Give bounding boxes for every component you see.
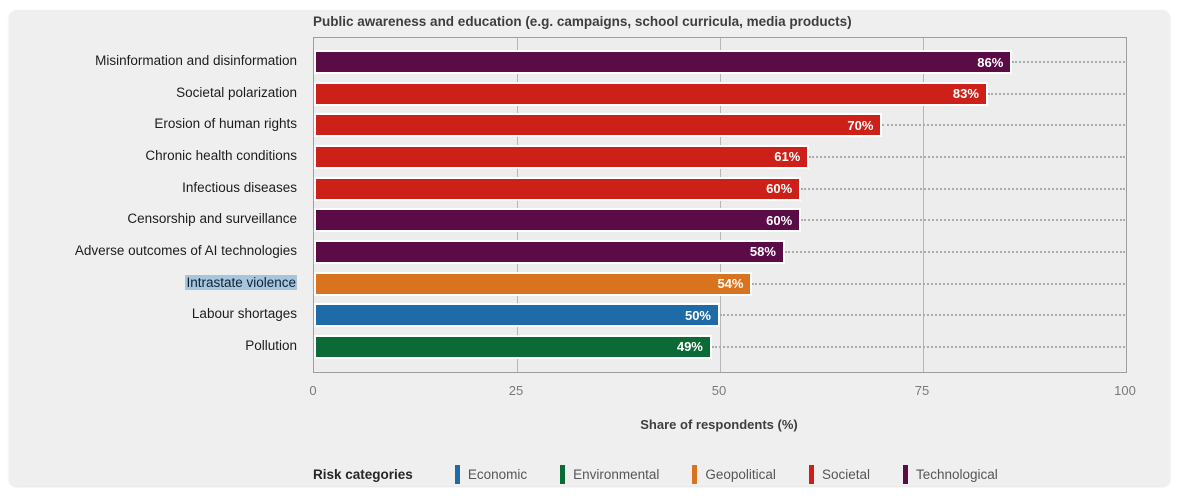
bar-societal: 83%: [314, 81, 988, 106]
bar-societal: 60%: [314, 176, 802, 201]
x-tick-label-75: 75: [914, 383, 930, 398]
x-axis-ticks: 0 25 50 75 100: [309, 383, 1135, 399]
legend-color-marker: [902, 464, 908, 484]
bar-row: 60%: [314, 208, 1126, 233]
gridline-25: [517, 38, 518, 372]
bar-societal: 70%: [314, 113, 883, 138]
bar-value-label: 61%: [774, 149, 801, 165]
bar-row: 58%: [314, 239, 1126, 264]
bar-row: 60%: [314, 176, 1126, 201]
x-tick-label-100: 100: [1114, 383, 1136, 398]
dotted-leader-line: [1012, 61, 1125, 63]
bar-value-label: 50%: [684, 307, 711, 323]
bar-row: 50%: [314, 303, 1126, 328]
category-label: Intrastate violence: [9, 271, 306, 295]
x-tick-label-25: 25: [508, 383, 524, 398]
dotted-leader-line: [711, 345, 1125, 348]
legend-color-marker: [808, 464, 814, 484]
category-label: Societal polarization: [176, 84, 297, 100]
legend-color-marker: [454, 464, 460, 484]
dotted-leader-line: [809, 155, 1125, 158]
dotted-leader-line: [752, 282, 1125, 285]
gridline-75: [923, 38, 924, 372]
bar-economic: 50%: [314, 303, 720, 328]
plot-area: 86% 83% 70% 61% 60% 60% 58% 54% 50% 49%: [313, 37, 1127, 373]
bar-value-label: 70%: [847, 117, 874, 133]
bar-row: 86%: [314, 50, 1126, 74]
bar-row: 70%: [314, 113, 1126, 138]
bar-value-label: 60%: [766, 181, 793, 197]
category-label: Chronic health conditions: [145, 147, 297, 163]
bar-value-label: 60%: [766, 212, 793, 228]
legend-label: Economic: [467, 466, 528, 482]
category-label: Censorship and surveillance: [127, 211, 297, 227]
category-label: Misinformation and disinformation: [95, 53, 297, 68]
dotted-leader-line: [882, 124, 1125, 127]
bar-technological: 58%: [314, 239, 785, 264]
chart-panel: Public awareness and education (e.g. cam…: [9, 10, 1170, 486]
legend-title: Risk categories: [313, 466, 413, 482]
dotted-leader-line: [784, 250, 1125, 253]
legend: Risk categories Economic Environmental Geo…: [313, 463, 998, 485]
bar-row: 49%: [314, 334, 1126, 359]
category-label: Labour shortages: [191, 306, 297, 322]
legend-item-technological: Technological: [902, 464, 998, 484]
bar-row: 54%: [314, 271, 1126, 296]
legend-label: Technological: [915, 466, 998, 482]
legend-color-marker: [692, 464, 698, 484]
bar-geopolitical: 54%: [314, 271, 753, 296]
legend-label: Environmental: [573, 466, 660, 482]
x-tick-label-50: 50: [711, 383, 727, 398]
dotted-leader-line: [720, 314, 1125, 317]
bar-row: 61%: [314, 144, 1126, 169]
legend-label: Geopolitical: [705, 466, 776, 482]
chart-title: Public awareness and education (e.g. cam…: [313, 14, 852, 29]
category-label: Pollution: [245, 337, 297, 353]
legend-item-geopolitical: Geopolitical: [692, 464, 776, 484]
x-axis-title: Share of respondents (%): [640, 417, 798, 432]
legend-item-societal: Societal: [808, 464, 870, 484]
x-tick-label-0: 0: [309, 383, 317, 398]
legend-item-economic: Economic: [454, 464, 528, 484]
bar-row: 83%: [314, 81, 1126, 106]
bar-rows: 86% 83% 70% 61% 60% 60% 58% 54% 50% 49%: [314, 38, 1126, 372]
selected-text-highlight: Intrastate violence: [185, 274, 297, 290]
bar-environmental: 49%: [314, 334, 712, 359]
bar-value-label: 49%: [676, 339, 703, 355]
legend-item-environmental: Environmental: [560, 464, 660, 484]
legend-label: Societal: [821, 466, 870, 482]
bar-value-label: 58%: [749, 244, 776, 260]
bar-value-label: 54%: [717, 276, 744, 292]
bar-technological: 86%: [314, 50, 1013, 74]
bar-technological: 60%: [314, 208, 802, 233]
bar-value-label: 83%: [952, 86, 979, 102]
category-label-column: Misinformation and disinformation Societa…: [9, 37, 306, 371]
category-label: Erosion of human rights: [154, 116, 297, 132]
gridline-50: [720, 38, 721, 372]
legend-items: Economic Environmental Geopolitical Societa…: [454, 464, 998, 484]
category-label: Adverse outcomes of AI technologies: [74, 242, 297, 258]
category-label: Infectious diseases: [182, 179, 297, 195]
dotted-leader-line: [801, 219, 1125, 222]
dotted-leader-line: [987, 92, 1125, 95]
legend-color-marker: [560, 464, 566, 484]
bar-societal: 61%: [314, 144, 810, 169]
bar-value-label: 86%: [977, 54, 1004, 70]
dotted-leader-line: [801, 187, 1125, 190]
